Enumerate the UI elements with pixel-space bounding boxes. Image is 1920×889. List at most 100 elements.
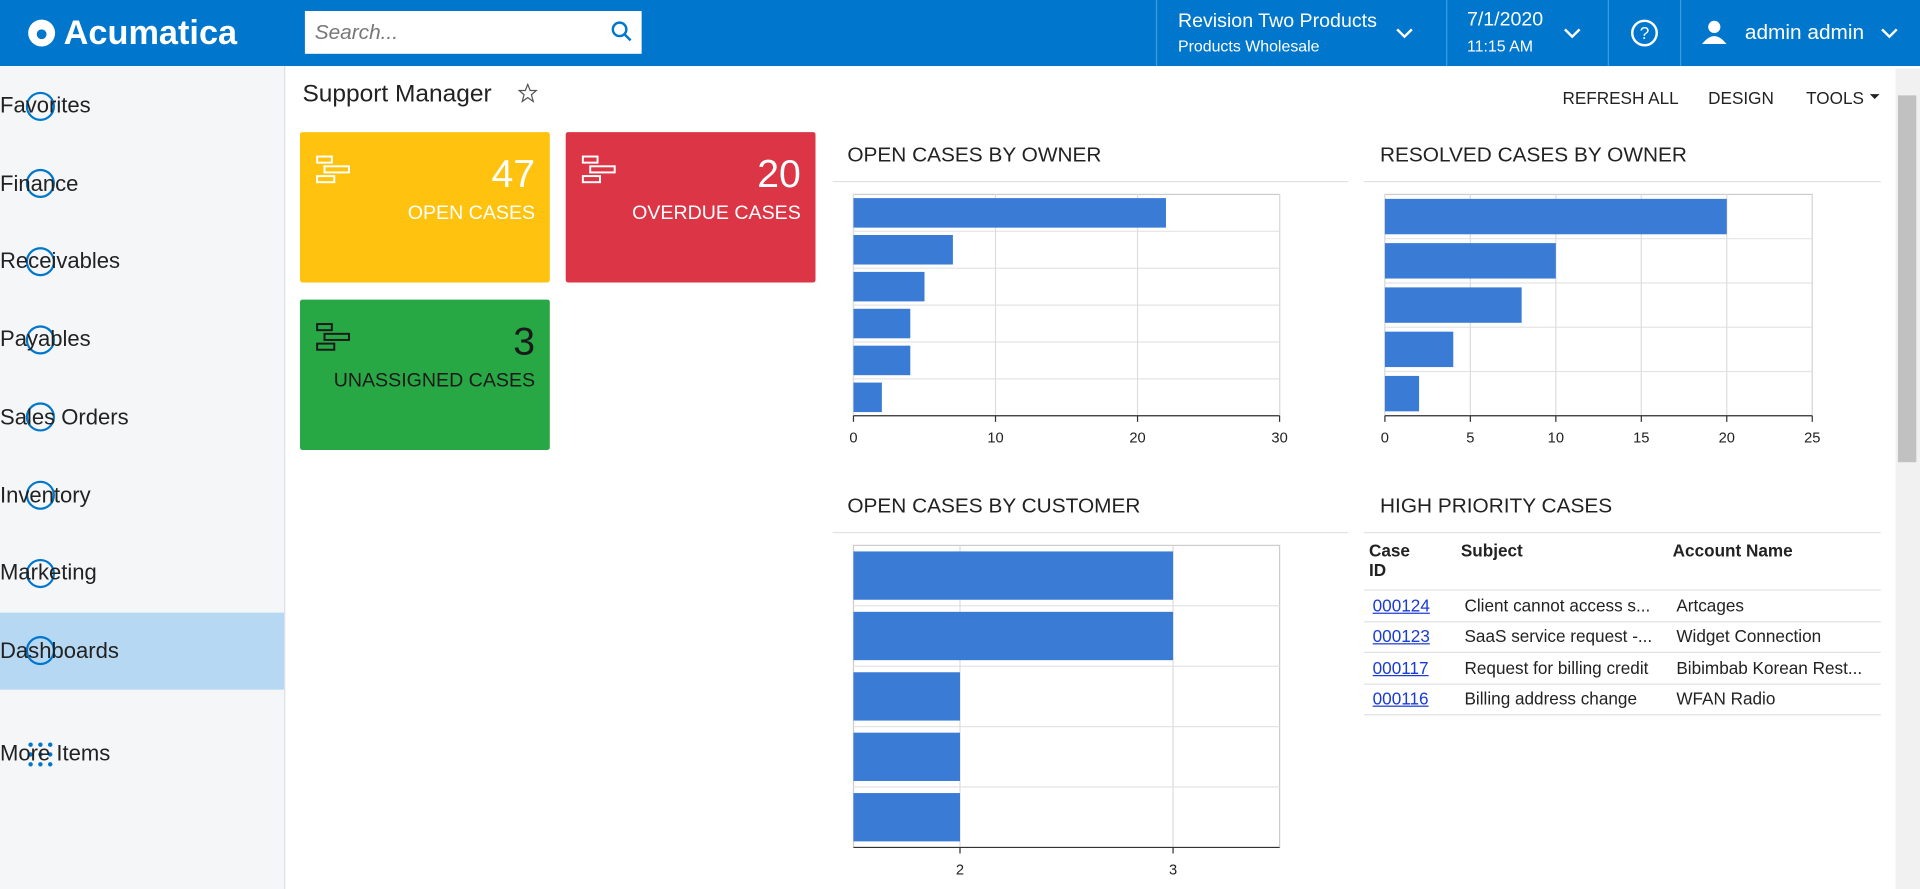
widget-separator <box>1364 531 1881 534</box>
sidebar-item[interactable]: Marketing <box>0 535 284 612</box>
x-tick-label: 3 <box>1169 862 1177 878</box>
user[interactable]: admin admin <box>1744 20 1865 45</box>
page-title: Support Manager <box>302 80 492 108</box>
x-tick-label: 0 <box>849 431 857 447</box>
kpi-tile[interactable]: 47 OPEN CASES <box>300 132 550 283</box>
toolbar-button[interactable]: REFRESH ALL <box>1562 88 1679 108</box>
sidebar-item[interactable]: Inventory <box>0 457 284 534</box>
case-id-link[interactable]: 000123 <box>1372 626 1430 647</box>
table-cell: Artcages <box>1676 595 1744 616</box>
x-tick-label: 20 <box>1129 431 1145 447</box>
column-header: Account Name <box>1672 540 1793 561</box>
widget-title: OPEN CASES BY CUSTOMER <box>847 494 1141 518</box>
bar <box>853 611 1174 661</box>
date[interactable]: 7/1/2020 <box>1466 9 1544 31</box>
dot <box>48 741 53 747</box>
icon-shape <box>25 169 55 199</box>
sidebar-item[interactable]: Sales Orders <box>0 379 284 456</box>
sidebar-item[interactable]: Payables <box>0 301 284 378</box>
icon-bar <box>589 165 616 174</box>
dot <box>28 741 33 747</box>
dot <box>28 751 33 757</box>
icon-shape <box>25 402 55 432</box>
sidebar-label: Dashboards <box>0 638 119 663</box>
row-separator <box>1364 714 1881 716</box>
x-tick-label: 5 <box>1466 431 1474 447</box>
branch: Products Wholesale <box>1177 36 1320 56</box>
sidebar-item[interactable]: More Items <box>0 715 284 792</box>
bar <box>853 672 961 721</box>
bar <box>853 732 961 781</box>
icon-shape <box>25 247 55 277</box>
kpi-tile[interactable]: 3 UNASSIGNED CASES <box>300 299 550 451</box>
tile-label: UNASSIGNED CASES <box>333 370 536 392</box>
icon-shape <box>25 480 55 510</box>
dot <box>28 761 33 766</box>
more-icon <box>28 741 53 766</box>
sidebar-icon <box>25 324 55 355</box>
bar <box>853 345 911 376</box>
tile-icon <box>316 323 350 351</box>
dropdown-caret <box>1869 94 1880 100</box>
case-id-link[interactable]: 000124 <box>1372 595 1430 616</box>
sidebar-icon <box>25 402 55 432</box>
bar <box>853 198 1166 228</box>
table-cell: Request for billing credit <box>1464 657 1649 677</box>
icon-shape <box>25 636 55 666</box>
sidebar-item[interactable]: Favorites <box>0 67 284 144</box>
icon-bar <box>323 165 350 174</box>
icon-bar <box>581 155 599 164</box>
time: 11:15 AM <box>1466 36 1534 56</box>
kpi-tile[interactable]: 20 OVERDUE CASES <box>565 132 816 283</box>
table-cell: Billing address change <box>1464 688 1637 708</box>
bar <box>1384 198 1727 235</box>
bar-chart: 0 10 20 30 <box>849 193 1288 447</box>
table-cell: WFAN Radio <box>1676 688 1776 708</box>
tile-value: 20 <box>757 151 801 196</box>
sidebar-label: Inventory <box>0 482 91 507</box>
sidebar-label: Sales Orders <box>0 404 129 429</box>
icon-bar <box>581 175 601 184</box>
sidebar-label: Payables <box>0 326 91 352</box>
case-id-link[interactable]: 000116 <box>1372 688 1429 708</box>
dot <box>48 761 53 766</box>
x-tick-label: 10 <box>987 431 1003 447</box>
search-placeholder: Search... <box>314 20 399 45</box>
company[interactable]: Revision Two Products <box>1177 11 1377 32</box>
help-icon[interactable]: ? <box>1630 18 1659 47</box>
tile-label: OVERDUE CASES <box>632 202 801 224</box>
sidebar-icon <box>25 636 55 666</box>
tile-value: 3 <box>513 319 536 364</box>
bar <box>853 793 961 842</box>
row-separator <box>1364 652 1881 654</box>
sidebar-icon <box>25 558 55 588</box>
chevron <box>1881 28 1898 39</box>
table-cell: Bibimbab Korean Rest... <box>1676 657 1863 677</box>
sidebar-icon <box>25 91 55 121</box>
sidebar-label: Favorites <box>0 92 91 118</box>
sidebar: Favorites Finance Receivables Payables Sales… <box>0 66 286 889</box>
toolbar-button[interactable]: DESIGN <box>1708 88 1774 108</box>
table-cell: SaaS service request -... <box>1464 626 1653 647</box>
svg-text:?: ? <box>1640 23 1650 43</box>
icon-bar <box>316 175 336 184</box>
bar <box>853 235 953 265</box>
bar <box>853 271 925 302</box>
user-icon <box>1702 20 1727 45</box>
dot <box>38 761 43 766</box>
scrollbar[interactable] <box>1895 68 1920 889</box>
search-box[interactable]: Search... <box>304 11 642 54</box>
table-cell: Widget Connection <box>1676 626 1822 647</box>
toolbar-button[interactable]: TOOLS <box>1806 88 1864 108</box>
widget-separator <box>832 531 1349 534</box>
column-header: Case ID <box>1368 540 1410 580</box>
case-id-link[interactable]: 000117 <box>1372 657 1429 677</box>
sidebar-item[interactable]: Receivables <box>0 223 284 300</box>
tile-label: OPEN CASES <box>407 202 536 224</box>
sidebar-item[interactable]: Dashboards <box>0 612 285 690</box>
row-separator <box>1364 621 1881 623</box>
sidebar-item[interactable]: Finance <box>0 145 284 222</box>
favorite-star[interactable] <box>517 83 538 103</box>
